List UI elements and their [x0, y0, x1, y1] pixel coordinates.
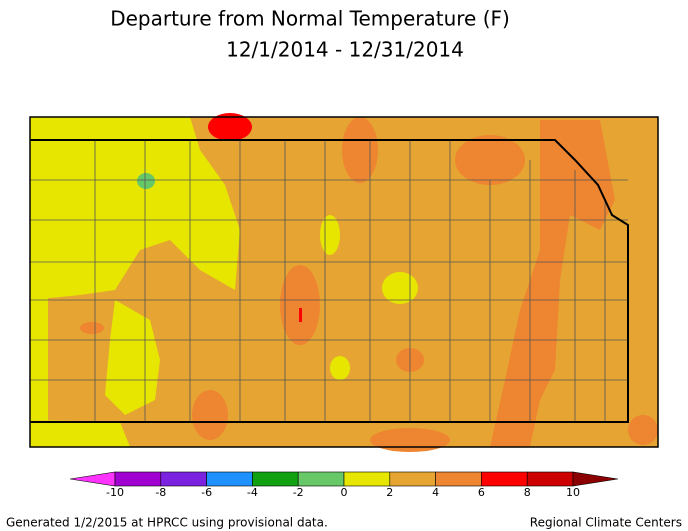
colorbar-arrow-high	[572, 471, 619, 487]
orange-area	[490, 120, 615, 447]
colorbar-tick-label: -4	[247, 486, 258, 499]
colorbar-segment	[206, 471, 253, 487]
colorbar-tick-label: -8	[155, 486, 166, 499]
colorbar-segment	[481, 471, 528, 487]
colorbar-tick-label: -6	[201, 486, 212, 499]
colorbar-tick-label: -10	[106, 486, 124, 499]
yellow-area	[30, 420, 130, 447]
footer-right: Regional Climate Centers	[530, 516, 682, 530]
map-frame	[29, 116, 659, 448]
colorbar: -10 -8 -6 -4 -2 0 2 4 6 8 10	[69, 471, 619, 499]
colorbar-segment	[435, 471, 482, 487]
colorbar-arrow-low	[69, 471, 116, 487]
footer-left: Generated 1/2/2015 at HPRCC using provis…	[6, 516, 328, 530]
colorbar-segment	[252, 471, 299, 487]
colorbar-segment	[389, 471, 436, 487]
yellow-area	[30, 117, 240, 300]
colorbar-segment	[343, 471, 391, 487]
yellow-area	[320, 215, 340, 255]
red-area	[208, 113, 252, 141]
subtitle: 12/1/2014 - 12/31/2014	[226, 38, 464, 62]
colorbar-tick-label: 10	[566, 486, 580, 499]
orange-area	[342, 117, 378, 183]
orange-area	[455, 135, 525, 185]
orange-area	[80, 322, 104, 334]
orange-area	[370, 428, 450, 452]
orange-area	[192, 390, 228, 440]
orange-area	[628, 415, 658, 445]
orange-area	[280, 265, 320, 345]
colorbar-segment	[114, 471, 162, 487]
colorbar-tick-label: 8	[524, 486, 531, 499]
colorbar-segment	[297, 471, 345, 487]
colorbar-tick-label: -2	[293, 486, 304, 499]
green-area	[137, 173, 155, 189]
colorbar-segment	[526, 471, 574, 487]
yellow-area	[105, 300, 160, 415]
yellow-area	[30, 117, 48, 420]
yellow-area	[330, 356, 350, 380]
colorbar-tick-label: 6	[478, 486, 485, 499]
county-lines	[30, 140, 628, 422]
red-area	[299, 308, 302, 322]
title: Departure from Normal Temperature (F)	[110, 7, 510, 31]
colorbar-tick-label: 0	[341, 486, 348, 499]
yellow-area	[382, 272, 418, 304]
map	[29, 113, 659, 452]
colorbar-segment	[160, 471, 207, 487]
colorbar-tick-label: 2	[386, 486, 393, 499]
colorbar-tick-label: 4	[432, 486, 439, 499]
